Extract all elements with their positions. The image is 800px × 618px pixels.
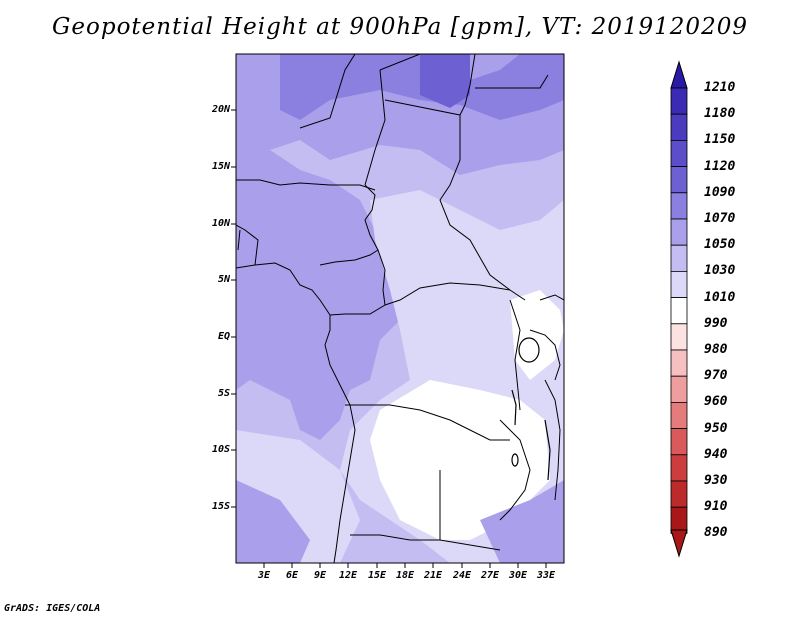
colorbar-label: 1030 <box>704 263 736 279</box>
lat-label-5n: 5N <box>217 274 230 285</box>
colorbar-box <box>670 349 688 377</box>
lon-label-3e: 3E <box>257 570 271 581</box>
colorbar-box <box>670 480 688 508</box>
lakes <box>511 337 551 481</box>
fill-990-central <box>370 380 550 540</box>
colorbar-box <box>670 454 688 482</box>
colorbar-box <box>670 375 688 403</box>
colorbar-label: 1210 <box>704 80 736 95</box>
colorbar-label: 1090 <box>704 184 736 200</box>
colorbar-label: 990 <box>704 315 728 331</box>
lat-ticks <box>231 109 236 508</box>
colorbar-box <box>670 113 688 141</box>
map-frame <box>235 53 565 564</box>
borders <box>236 54 564 563</box>
lon-label-33e: 33E <box>536 570 556 581</box>
colorbar-label: 910 <box>704 499 728 515</box>
map-title: Geopotential Height at 900hPa [gpm], VT:… <box>52 14 748 40</box>
lat-label-eq: EQ <box>217 331 230 342</box>
colorbar-box <box>670 192 688 220</box>
colorbar-label: 930 <box>704 473 728 488</box>
colorbar-label: 1010 <box>704 289 736 305</box>
colorbar <box>670 60 688 558</box>
lat-label-20n: 20N <box>211 104 230 115</box>
colorbar-box <box>670 428 688 456</box>
colorbar-label: 980 <box>704 342 728 357</box>
lon-ticks <box>263 563 547 568</box>
lon-label-24e: 24E <box>452 570 472 581</box>
lon-label-30e: 30E <box>508 570 528 581</box>
map-panel <box>236 54 564 563</box>
lat-label-10s: 10S <box>211 444 230 455</box>
colorbar-boxes <box>670 87 688 534</box>
colorbar-label: 950 <box>704 420 728 436</box>
lon-label-21e: 21E <box>423 570 443 581</box>
colorbar-label: 1180 <box>704 106 736 122</box>
lon-label-27e: 27E <box>480 570 500 581</box>
colorbar-label: 1150 <box>704 132 736 148</box>
fill-1050-west <box>236 150 400 440</box>
lon-label-9e: 9E <box>313 570 327 581</box>
lat-label-15s: 15S <box>211 501 230 512</box>
colorbar-box <box>670 244 688 272</box>
lat-label-15n: 15N <box>211 161 230 172</box>
colorbar-label: 1050 <box>704 237 736 253</box>
colorbar-box <box>670 218 688 246</box>
colorbar-box <box>670 87 688 115</box>
colorbar-box <box>670 323 688 351</box>
lon-label-18e: 18E <box>395 570 415 581</box>
colorbar-box <box>670 139 688 167</box>
fill-990-east <box>510 290 564 380</box>
colorbar-label: 960 <box>704 394 728 410</box>
colorbar-label: 970 <box>704 368 728 384</box>
colorbar-box <box>670 297 688 325</box>
colorbar-bottom-arrow <box>670 529 688 558</box>
lat-label-10n: 10N <box>211 218 230 229</box>
colorbar-box <box>670 166 688 194</box>
fill-1050-se <box>480 480 564 563</box>
fill-1090-patch <box>420 54 470 108</box>
lat-label-5s: 5S <box>217 388 230 399</box>
lon-label-12e: 12E <box>338 570 358 581</box>
grads-credit: GrADS: IGES/COLA <box>4 603 101 614</box>
colorbar-label: 1070 <box>704 211 736 226</box>
colorbar-box <box>670 270 688 298</box>
colorbar-label: 890 <box>704 525 728 541</box>
fill-1050-sw <box>236 480 310 563</box>
colorbar-box <box>670 401 688 429</box>
colorbar-label: 1120 <box>704 158 736 174</box>
lon-label-15e: 15E <box>367 570 387 581</box>
colorbar-box <box>670 506 688 534</box>
colorbar-label: 940 <box>704 446 728 462</box>
colorbar-top-arrow <box>670 60 688 89</box>
lon-label-6e: 6E <box>285 570 299 581</box>
